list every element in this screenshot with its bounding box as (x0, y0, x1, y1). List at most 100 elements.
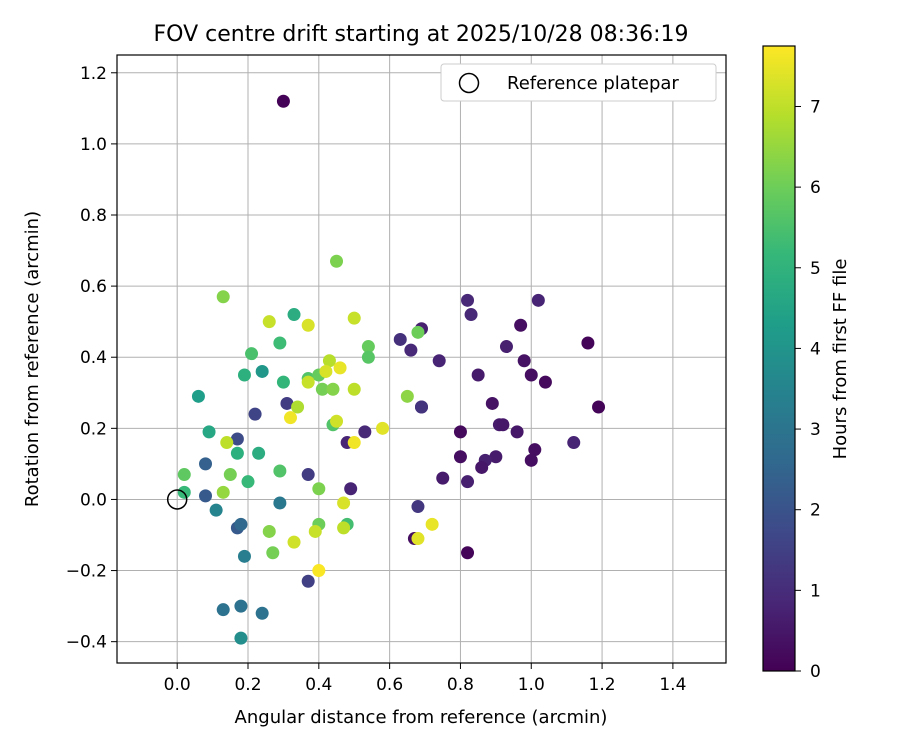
y-tick-label: 1.2 (80, 64, 107, 84)
x-tick-label: 0.6 (376, 675, 403, 695)
colorbar-tick-label: 5 (810, 259, 821, 279)
scatter-point (475, 460, 489, 474)
colorbar-tick-label: 6 (810, 178, 821, 198)
scatter-point (177, 468, 191, 482)
scatter-point (202, 425, 216, 439)
x-tick-label: 1.2 (589, 675, 616, 695)
legend-label: Reference platepar (507, 73, 679, 94)
scatter-point (411, 500, 425, 514)
scatter-point (223, 468, 237, 482)
colorbar-tick-label: 0 (810, 662, 821, 682)
scatter-point (567, 436, 581, 450)
x-tick-label: 0.4 (305, 675, 332, 695)
scatter-point (461, 475, 475, 489)
scatter-point (411, 325, 425, 339)
scatter-point (276, 375, 290, 389)
scatter-point (411, 532, 425, 546)
scatter-point (524, 453, 538, 467)
scatter-point (234, 599, 248, 613)
scatter-point (326, 382, 340, 396)
scatter-point (464, 308, 478, 322)
scatter-point (252, 446, 266, 460)
y-tick-label: −0.2 (66, 562, 107, 582)
scatter-point (301, 375, 315, 389)
scatter-point (415, 400, 428, 414)
scatter-point (234, 517, 248, 531)
y-tick-label: −0.4 (66, 633, 107, 653)
scatter-point (471, 368, 485, 382)
scatter-point (312, 482, 326, 496)
scatter-point (248, 407, 262, 421)
scatter-point (191, 389, 205, 403)
scatter-point (489, 450, 503, 464)
colorbar-ticks: 0 1 2 3 4 5 6 7 (795, 97, 821, 682)
colorbar-tick-label: 2 (810, 501, 821, 521)
scatter-point (461, 546, 475, 560)
scatter-point (347, 436, 361, 450)
scatter-point (485, 396, 499, 410)
x-axis-ticks: 0.0 0.2 0.4 0.6 0.8 1.0 1.2 1.4 (164, 663, 686, 695)
scatter-point (510, 425, 524, 439)
colorbar-tick-label: 1 (810, 581, 821, 601)
scatter-point (241, 475, 255, 489)
y-tick-label: 0.4 (80, 348, 107, 368)
scatter-point (287, 308, 301, 322)
scatter-point (319, 364, 333, 378)
y-tick-label: 0.8 (80, 206, 107, 226)
y-tick-label: 0.6 (80, 277, 107, 297)
scatter-point (301, 318, 315, 332)
data-points (166, 94, 606, 645)
legend-marker (458, 72, 480, 94)
scatter-point (531, 293, 545, 307)
grid-lines (117, 55, 726, 663)
y-tick-label: 0.2 (80, 419, 107, 439)
y-axis-ticks: −0.4 −0.2 0.0 0.2 0.4 0.6 0.8 1.0 1.2 (66, 64, 117, 653)
scatter-point (199, 489, 213, 503)
scatter-point (280, 396, 294, 410)
scatter-point (245, 347, 259, 361)
scatter-point (237, 368, 251, 382)
scatter-point (322, 354, 336, 368)
scatter-point (361, 340, 375, 354)
scatter-point (273, 496, 287, 510)
colorbar-gradient (762, 45, 796, 672)
scatter-point (216, 290, 230, 304)
scatter-point (496, 418, 510, 432)
scatter-point (283, 411, 297, 425)
x-tick-label: 0.0 (164, 675, 191, 695)
scatter-point (347, 382, 361, 396)
scatter-point (347, 311, 361, 325)
scatter-point (301, 468, 315, 482)
scatter-point (376, 421, 390, 435)
scatter-point (301, 574, 315, 588)
scatter-point (230, 446, 244, 460)
scatter-point (361, 350, 375, 364)
scatter-point (404, 343, 418, 357)
scatter-point (276, 94, 290, 108)
scatter-point (255, 606, 269, 620)
scatter-point (273, 336, 287, 350)
scatter-point (453, 425, 467, 439)
scatter-point (425, 517, 439, 531)
scatter-point (262, 524, 276, 538)
scatter-point (291, 400, 305, 414)
scatter-point (216, 603, 230, 617)
x-tick-label: 0.8 (447, 675, 474, 695)
scatter-point (337, 496, 351, 510)
scatter-point (220, 436, 234, 450)
scatter-point (337, 521, 351, 535)
scatter-point (216, 485, 230, 499)
scatter-point (453, 450, 467, 464)
scatter-point (273, 464, 287, 478)
scatter-point (524, 368, 538, 382)
y-tick-label: 0.0 (80, 490, 107, 510)
scatter-point (308, 524, 322, 538)
scatter-point (538, 375, 552, 389)
x-tick-label: 1.0 (518, 675, 545, 695)
x-axis-label: Angular distance from reference (arcmin) (235, 707, 608, 728)
scatter-point (499, 340, 513, 354)
colorbar-label: Hours from first FF file (830, 259, 851, 460)
scatter-point (436, 471, 450, 485)
scatter-point (528, 443, 542, 457)
